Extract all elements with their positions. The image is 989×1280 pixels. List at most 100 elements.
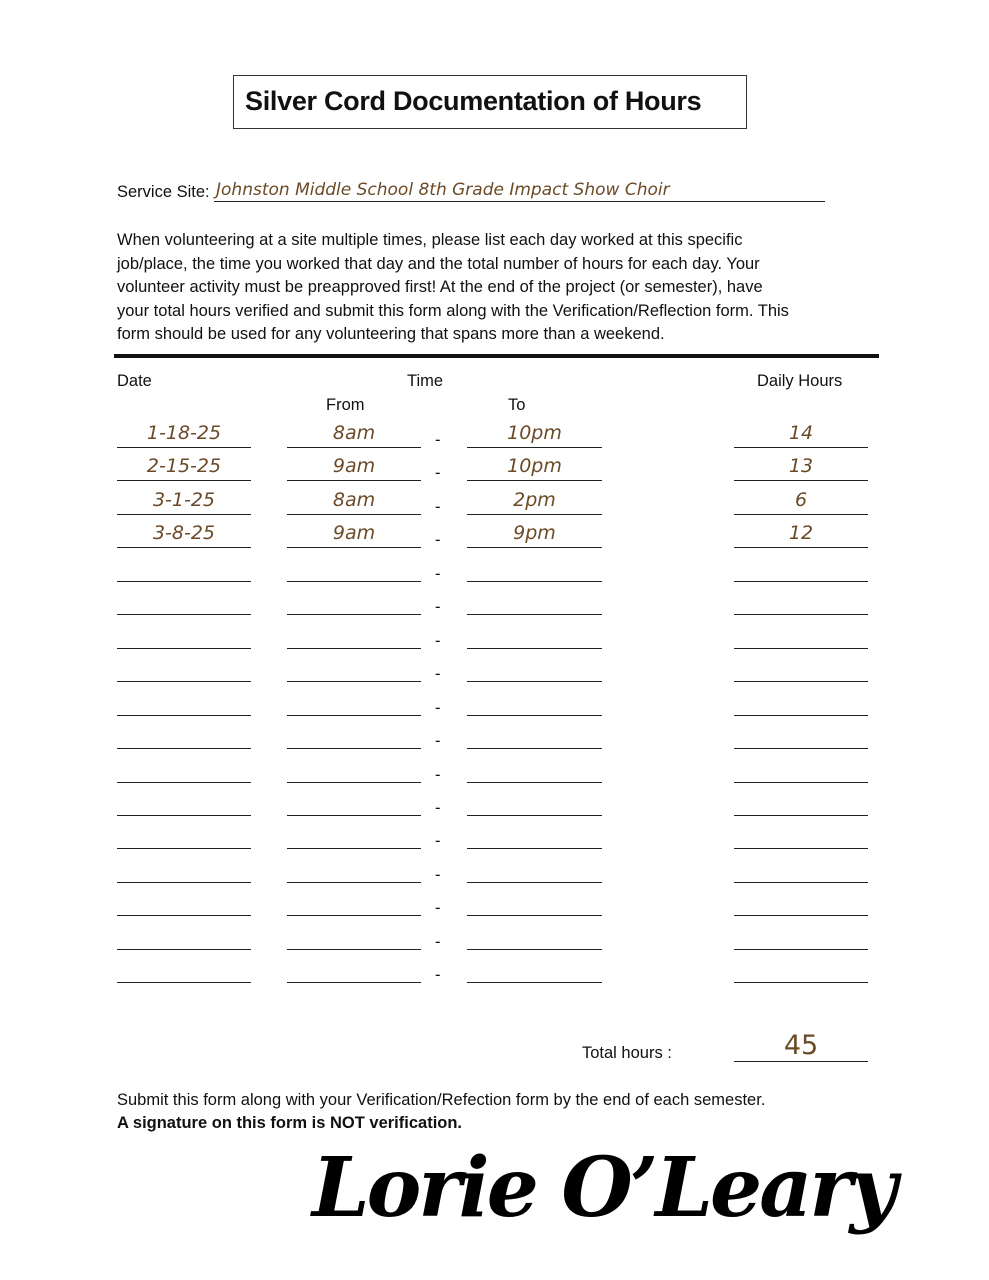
to-line: [467, 447, 602, 448]
date-line: [117, 748, 251, 750]
date-line: [117, 513, 251, 515]
instructions: When volunteering at a site multiple tim…: [117, 229, 877, 347]
time-separator: -: [435, 732, 441, 751]
date-line: [117, 982, 251, 984]
hours-cell: 12: [788, 522, 814, 545]
from-line: [287, 748, 421, 750]
date-line: [117, 814, 251, 816]
hours-cell: 6: [794, 488, 808, 511]
to-line: [467, 681, 602, 683]
header-date: Date: [117, 372, 152, 390]
to-line: [467, 513, 602, 515]
time-separator: -: [435, 464, 441, 483]
hours-line: [734, 681, 868, 683]
hours-line: [734, 547, 868, 549]
from-line: [287, 681, 421, 683]
time-separator: -: [435, 598, 441, 617]
submit-note: Submit this form along with your Verific…: [117, 1091, 766, 1109]
total-hours-label: Total hours :: [582, 1044, 672, 1062]
header-time: Time: [407, 372, 444, 390]
date-line: [117, 614, 251, 616]
to-line: [467, 480, 602, 482]
date-line: [117, 647, 251, 649]
to-cell: 10pm: [507, 422, 562, 444]
from-line: [287, 881, 421, 883]
from-line: [287, 982, 421, 984]
date-line: [117, 848, 251, 850]
date-line: [117, 714, 251, 716]
to-line: [467, 714, 602, 716]
date-cell: 3-1-25: [152, 488, 216, 511]
time-separator: -: [435, 899, 441, 918]
from-line: [287, 513, 421, 515]
date-cell: 3-8-25: [152, 522, 216, 545]
instruction-line: your total hours verified and submit thi…: [117, 301, 789, 320]
from-line: [287, 647, 421, 649]
instruction-line: When volunteering at a site multiple tim…: [117, 231, 743, 249]
service-site-value: Johnston Middle School 8th Grade Impact …: [216, 180, 670, 200]
date-line: [117, 547, 251, 549]
from-line: [287, 447, 421, 448]
time-separator: -: [435, 765, 441, 784]
to-line: [467, 948, 602, 950]
to-cell: 10pm: [507, 455, 562, 478]
to-line: [467, 580, 602, 582]
time-separator: -: [435, 531, 441, 550]
from-line: [287, 547, 421, 549]
instruction-line: form should be used for any volunteering…: [117, 325, 665, 344]
service-site-line: [214, 201, 825, 202]
hours-cell: 13: [788, 455, 814, 478]
header-from: From: [326, 396, 365, 414]
time-separator: -: [435, 865, 441, 884]
hours-line: [734, 580, 868, 582]
from-line: [287, 915, 421, 917]
to-line: [467, 848, 602, 850]
hours-line: [734, 513, 868, 515]
time-separator: -: [435, 698, 441, 717]
date-line: [117, 881, 251, 883]
to-line: [467, 748, 602, 750]
date-cell: 2-15-25: [146, 455, 222, 478]
time-separator: -: [435, 431, 441, 449]
from-cell: 9am: [332, 522, 376, 545]
date-line: [117, 915, 251, 917]
hours-cell: 14: [788, 422, 814, 444]
time-separator: -: [435, 497, 441, 516]
from-line: [287, 614, 421, 616]
hours-line: [734, 614, 868, 616]
hours-line: [734, 948, 868, 950]
from-line: [287, 480, 421, 482]
hours-line: [734, 915, 868, 917]
hours-line: [734, 714, 868, 716]
header-daily-hours: Daily Hours: [757, 372, 843, 390]
date-line: [117, 480, 251, 482]
from-line: [287, 714, 421, 716]
to-line: [467, 881, 602, 883]
date-line: [117, 447, 251, 448]
hours-line: [734, 848, 868, 850]
hours-line: [734, 982, 868, 984]
time-separator: -: [435, 932, 441, 951]
time-separator: -: [435, 665, 441, 684]
to-line: [467, 814, 602, 816]
from-line: [287, 814, 421, 816]
instruction-line: job/place, the time you worked that day …: [117, 254, 760, 273]
signature-warning: A signature on this form is NOT verifica…: [117, 1114, 463, 1132]
hours-line: [734, 881, 868, 883]
date-line: [117, 681, 251, 683]
date-line: [117, 948, 251, 950]
from-line: [287, 580, 421, 582]
to-line: [467, 781, 602, 783]
hours-line: [734, 781, 868, 783]
date-cell: 1-18-25: [146, 422, 222, 444]
divider: [114, 354, 879, 358]
date-line: [117, 781, 251, 783]
hours-line: [734, 647, 868, 649]
hours-line: [734, 447, 868, 448]
from-line: [287, 781, 421, 783]
to-cell: 2pm: [513, 488, 556, 511]
time-separator: -: [435, 631, 441, 650]
from-cell: 9am: [332, 455, 376, 478]
time-separator: -: [435, 564, 441, 583]
from-cell: 8am: [332, 488, 376, 511]
